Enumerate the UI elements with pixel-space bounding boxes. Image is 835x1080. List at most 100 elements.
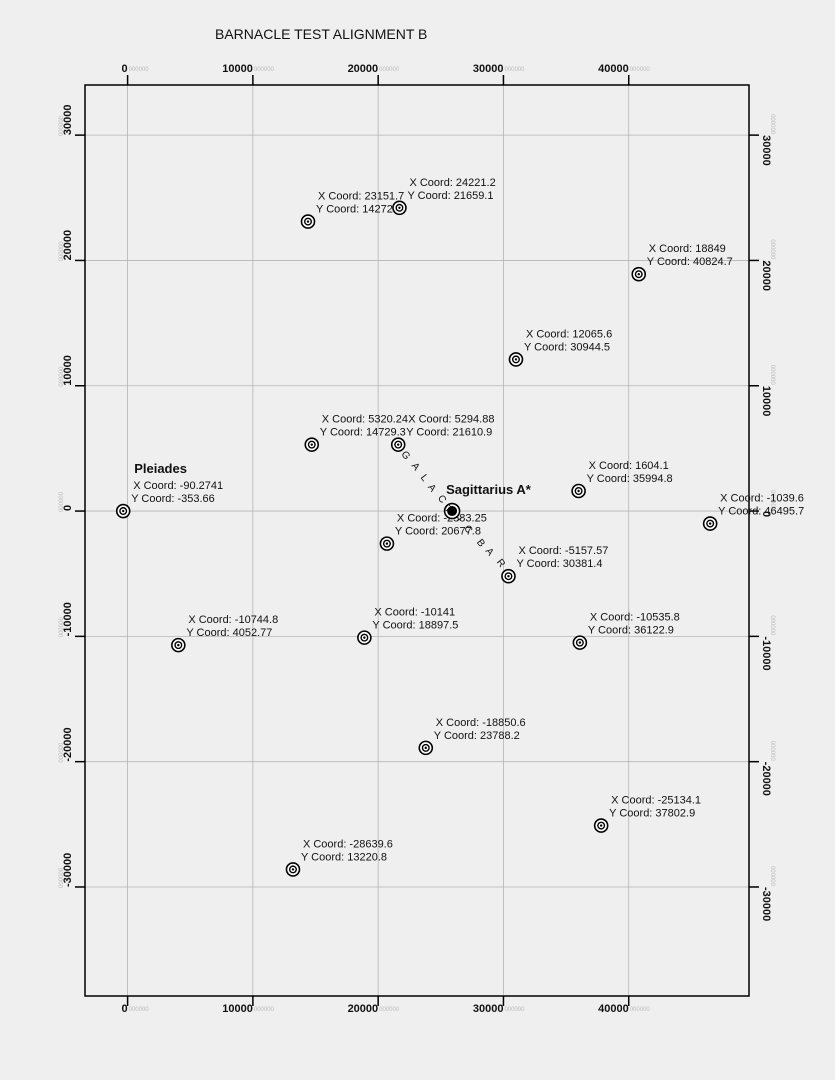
target-ring — [360, 633, 369, 642]
target-marker: X Coord: 1604.1Y Coord: 35994.8 — [571, 460, 673, 499]
target-ring — [575, 638, 584, 647]
target-center — [385, 542, 389, 545]
tick-suffix: 000000 — [379, 1007, 400, 1013]
y-coord-label: Y Coord: 21659.1 — [407, 190, 493, 202]
x-coord-label: X Coord: -18850.6 — [436, 717, 526, 729]
target-marker: X Coord: -5157.57Y Coord: 30381.4 — [501, 545, 608, 584]
galactic-bar-letter: A — [483, 546, 496, 558]
tick-suffix: 000000 — [769, 114, 775, 135]
target-ring — [634, 270, 643, 279]
target-center — [708, 522, 712, 525]
target-ring — [421, 743, 430, 752]
tick-label-top: 20000 — [348, 63, 379, 75]
map-title: BARNACLE TEST ALIGNMENT B — [215, 26, 428, 42]
target-marker: X Coord: -10744.8Y Coord: 4052.77 — [171, 614, 278, 653]
x-coord-label: X Coord: -28639.6 — [303, 838, 393, 850]
tick-label-top: 10000 — [222, 63, 253, 75]
target-ring — [307, 440, 316, 449]
target-center — [291, 868, 295, 871]
tick-suffix: 000000 — [769, 490, 775, 511]
y-coord-label: Y Coord: 14272.8 — [316, 204, 402, 216]
tick-suffix: 000000 — [129, 1007, 150, 1013]
x-coord-label: X Coord: 18849 — [649, 243, 726, 255]
target-center — [397, 443, 400, 446]
galactic-bar-letter: B — [474, 537, 487, 549]
target-center — [599, 824, 603, 827]
y-coord-label: Y Coord: 37802.9 — [609, 808, 695, 820]
sagittarius-label: Sagittarius A* — [446, 482, 532, 497]
target-center — [424, 746, 427, 750]
x-coord-label: X Coord: -10744.8 — [188, 614, 278, 626]
tick-label-bottom: 20000 — [348, 1003, 379, 1015]
tick-label-right: 30000 — [760, 135, 772, 166]
y-coord-label: Y Coord: 13220.8 — [301, 851, 387, 863]
y-coord-label: Y Coord: 23788.2 — [434, 730, 520, 742]
y-coord-label: Y Coord: 14729.3 — [320, 427, 406, 439]
y-coord-label: Y Coord: 46495.7 — [718, 506, 804, 518]
grid — [85, 85, 749, 996]
tick-label-left: -20000 — [62, 727, 74, 761]
target-ring — [174, 641, 183, 650]
x-coord-label: X Coord: -10535.8 — [590, 612, 680, 624]
tick-suffix: 000000 — [504, 67, 525, 73]
target-marker: X Coord: -10535.8Y Coord: 36122.9 — [572, 612, 680, 650]
tick-suffix: 000000 — [254, 1007, 275, 1013]
tick-suffix: 000000 — [59, 617, 65, 638]
y-coord-label: Y Coord: 4052.77 — [186, 627, 272, 639]
tick-label-left: 10000 — [62, 355, 74, 386]
tick-label-left: 20000 — [62, 230, 74, 261]
target-center — [514, 358, 518, 361]
tick-suffix: 000000 — [254, 67, 275, 73]
tick-label-bottom: 40000 — [598, 1003, 629, 1015]
target-ring — [706, 519, 715, 528]
y-coord-label: Y Coord: -353.66 — [131, 493, 215, 505]
black-hole-core — [447, 506, 458, 517]
tick-label-right: 20000 — [760, 260, 772, 291]
tick-label-top: 0 — [121, 63, 127, 75]
y-coord-label: Y Coord: 36122.9 — [588, 625, 674, 637]
tick-suffix: 000000 — [59, 491, 65, 512]
tick-suffix: 000000 — [769, 365, 775, 386]
y-coord-label: Y Coord: 30381.4 — [516, 558, 602, 570]
tick-suffix: 000000 — [59, 867, 65, 888]
galactic-bar-letter: T — [442, 504, 454, 516]
target-marker: X Coord: 12065.6Y Coord: 30944.5 — [508, 328, 612, 367]
tick-label-right: -20000 — [760, 762, 772, 796]
target-center — [122, 509, 125, 513]
y-coord-label: Y Coord: 30944.5 — [524, 341, 610, 353]
pleiades-label: Pleiades — [134, 461, 187, 476]
x-coord-label: X Coord: -25134.1 — [611, 795, 701, 807]
target-center — [398, 206, 401, 210]
galactic-bar-letter: I — [454, 515, 464, 524]
target-ring — [511, 355, 520, 364]
x-coord-label: X Coord: 5320.24 — [322, 414, 408, 426]
tick-label-bottom: 30000 — [473, 1003, 504, 1015]
tick-label-left: -10000 — [62, 602, 74, 636]
markers: X Coord: 23151.7Y Coord: 14272.8X Coord:… — [115, 177, 804, 877]
x-coord-label: X Coord: -90.2741 — [133, 480, 223, 492]
galactic-bar-letter: L — [418, 473, 430, 485]
target-marker: X Coord: -1039.6Y Coord: 46495.7 — [702, 493, 804, 531]
y-coord-label: Y Coord: 40824.7 — [647, 256, 733, 268]
tick-suffix: 000000 — [630, 67, 651, 73]
target-marker: X Coord: 24221.2Y Coord: 21659.1 — [392, 177, 496, 216]
tick-suffix: 000000 — [59, 241, 65, 262]
target-marker: X Coord: -25134.1Y Coord: 37802.9 — [593, 795, 701, 833]
galactic-bar-letter: C — [435, 493, 448, 505]
tick-label-top: 40000 — [598, 63, 629, 75]
tick-suffix: 000000 — [630, 1007, 651, 1013]
y-coord-label: Y Coord: 20677.8 — [395, 526, 481, 538]
tick-suffix: 000000 — [769, 615, 775, 636]
target-ring — [597, 821, 606, 830]
target-marker: X Coord: -18850.6Y Coord: 23788.2 — [418, 717, 526, 756]
target-center — [177, 643, 180, 647]
target-ring — [394, 440, 403, 449]
galactic-bar-letter: A — [409, 461, 422, 473]
